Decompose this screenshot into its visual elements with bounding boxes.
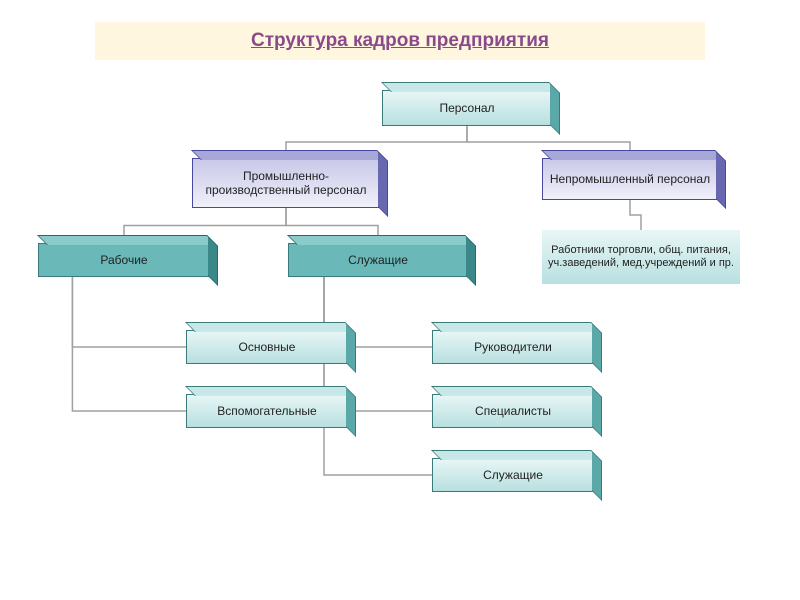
edge-nonind-tradeworkers	[630, 200, 641, 230]
node-label: Промышленно-производственный персонал	[197, 169, 375, 198]
node-workers: Рабочие	[38, 243, 210, 277]
node-employees: Служащие	[288, 243, 468, 277]
node-tradeworkers: Работники торговли, общ. питания, уч.зав…	[542, 230, 740, 284]
node-label: Вспомогательные	[217, 404, 316, 418]
node-clerks: Служащие	[432, 458, 594, 492]
node-ind: Промышленно-производственный персонал	[192, 158, 380, 208]
node-main: Основные	[186, 330, 348, 364]
node-specialists: Специалисты	[432, 394, 594, 428]
node-managers: Руководители	[432, 330, 594, 364]
node-label: Основные	[239, 340, 296, 354]
node-label: Непромышленный персонал	[550, 172, 710, 186]
node-label: Служащие	[483, 468, 543, 482]
node-nonind: Непромышленный персонал	[542, 158, 718, 200]
diagram-title: Структура кадров предприятия	[251, 30, 549, 52]
node-label: Персонал	[439, 101, 494, 115]
edge-workers-main	[72, 277, 186, 347]
node-label: Руководители	[474, 340, 552, 354]
node-label: Служащие	[348, 253, 408, 267]
edge-employees-clerks	[324, 277, 432, 475]
node-aux: Вспомогательные	[186, 394, 348, 428]
node-label: Работники торговли, общ. питания, уч.зав…	[546, 244, 736, 270]
node-label: Рабочие	[100, 253, 147, 267]
node-root: Персонал	[382, 90, 552, 126]
edge-workers-aux	[72, 277, 186, 411]
node-label: Специалисты	[475, 404, 551, 418]
title-bar: Структура кадров предприятия	[95, 22, 705, 60]
